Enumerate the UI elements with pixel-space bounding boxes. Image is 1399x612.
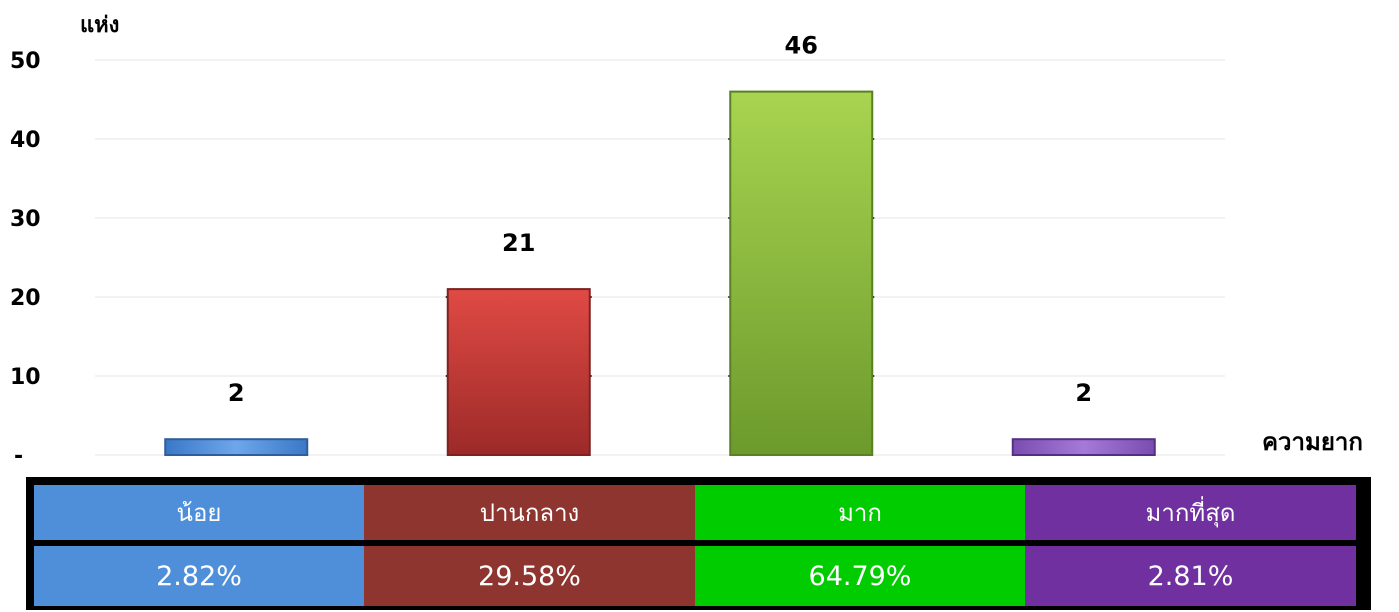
bar-3 (729, 90, 874, 456)
legend-table: น้อย ปานกลาง มาก มากที่สุด 2.82% 29.58% 64.79%… (26, 477, 1371, 610)
bar-2 (446, 288, 591, 456)
legend-category-cell: มากที่สุด (1025, 485, 1356, 540)
legend-category-cell: มาก (695, 485, 1025, 540)
value-labels: 2 21 46 2 (228, 32, 1092, 408)
y-tick-label: - (14, 444, 23, 469)
bar-1 (164, 438, 309, 457)
x-axis-label: ความยาก (1262, 428, 1363, 456)
legend-percentage-cell: 2.81% (1025, 546, 1356, 606)
y-axis-label: แห่ง (80, 13, 119, 38)
y-tick-label: 10 (10, 365, 41, 390)
bar-value-label: 21 (502, 229, 535, 257)
gridlines (95, 59, 1225, 456)
y-tick-label: 50 (10, 49, 41, 74)
bar-value-label: 46 (785, 32, 818, 60)
bar-4 (1011, 438, 1156, 457)
bar-value-label: 2 (228, 379, 245, 407)
bars (164, 90, 1156, 457)
legend-percentage-cell: 29.58% (364, 546, 695, 606)
y-ticks: - 10 20 30 40 50 (10, 49, 41, 469)
legend-category-cell: น้อย (34, 485, 364, 540)
legend-percentage-cell: 2.82% (34, 546, 364, 606)
y-tick-label: 20 (10, 286, 41, 311)
bar-chart: แห่ง - 10 20 30 40 50 2 21 46 2 ความยาก (10, 13, 1363, 469)
bar-value-label: 2 (1075, 379, 1092, 407)
y-tick-label: 40 (10, 128, 41, 153)
legend-percentage-cell: 64.79% (695, 546, 1025, 606)
legend-category-cell: ปานกลาง (364, 485, 695, 540)
y-tick-label: 30 (10, 207, 41, 232)
